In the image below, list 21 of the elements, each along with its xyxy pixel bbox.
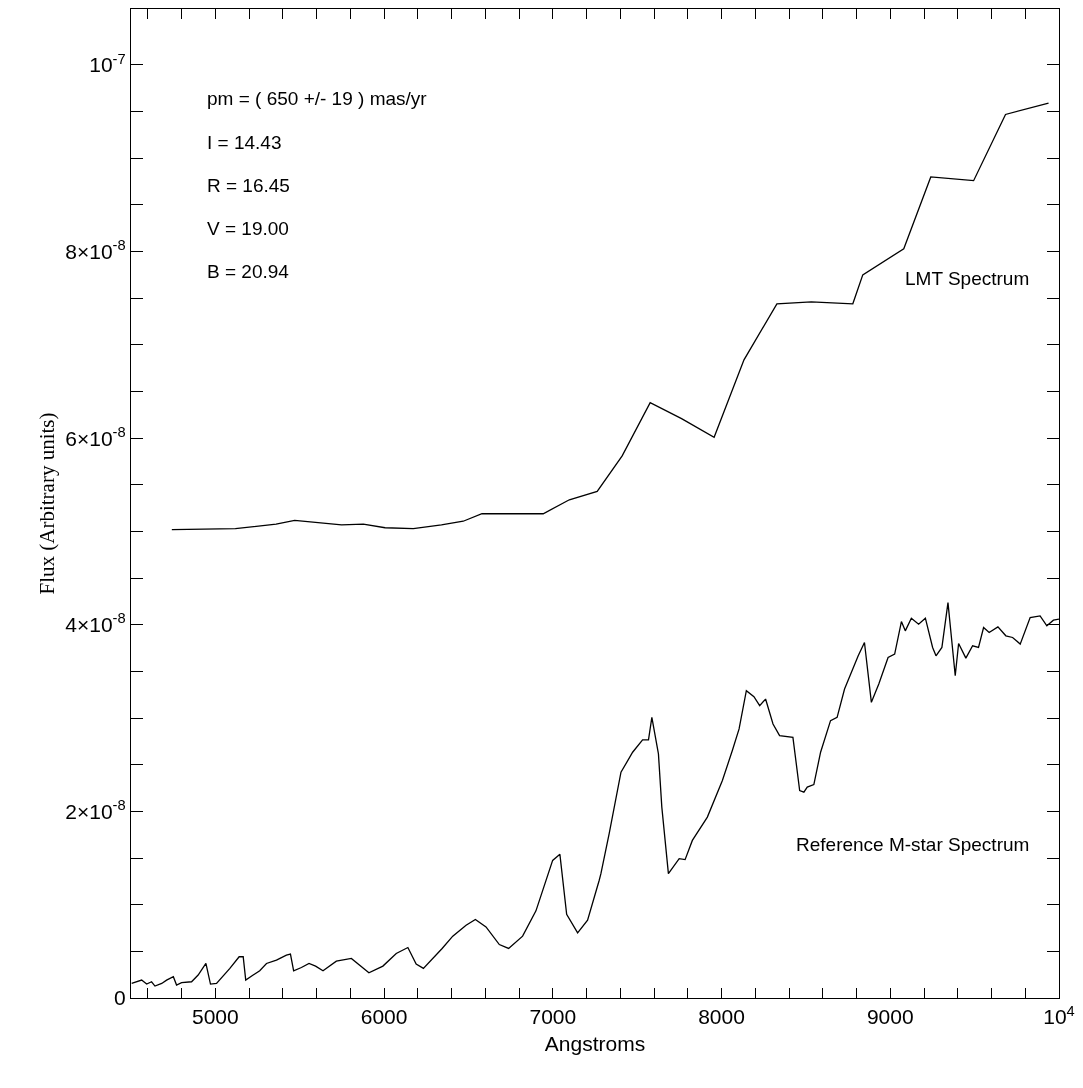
series-label: LMT Spectrum bbox=[905, 268, 1030, 289]
x-tick-label: 7000 bbox=[529, 1005, 577, 1029]
y-tick-label: 2×10$^{-8}$ bbox=[65, 796, 126, 823]
annotation: V = 19.00 bbox=[207, 218, 289, 239]
y-tick-label: 6×10$^{-8}$ bbox=[65, 423, 126, 450]
x-tick-label: 9000 bbox=[866, 1005, 914, 1029]
y-tick-label: 0 bbox=[113, 986, 126, 1010]
x-axis-title: Angstroms bbox=[544, 1031, 646, 1055]
x-tick-label: 8000 bbox=[698, 1005, 745, 1029]
annotation: B = 20.94 bbox=[207, 261, 290, 282]
y-axis-title: Flux (Arbitrary units) bbox=[35, 412, 60, 595]
annotation: I = 14.43 bbox=[207, 132, 282, 153]
y-tick-label: 10$^{-7}$ bbox=[89, 50, 126, 77]
x-tick-label: 5000 bbox=[192, 1005, 239, 1029]
annotation: R = 16.45 bbox=[207, 175, 290, 196]
y-tick-label: 8×10$^{-8}$ bbox=[65, 237, 126, 263]
text: Reference M-star Spectrum bbox=[796, 834, 1030, 855]
y-tick-label: 4×10$^{-8}$ bbox=[65, 610, 126, 637]
x-tick-label: 6000 bbox=[360, 1005, 408, 1029]
x-tick-label: 10$^{4}$ bbox=[1043, 1002, 1075, 1029]
annotation: pm = ( 650 +/- 19 ) mas/yr bbox=[207, 88, 428, 109]
